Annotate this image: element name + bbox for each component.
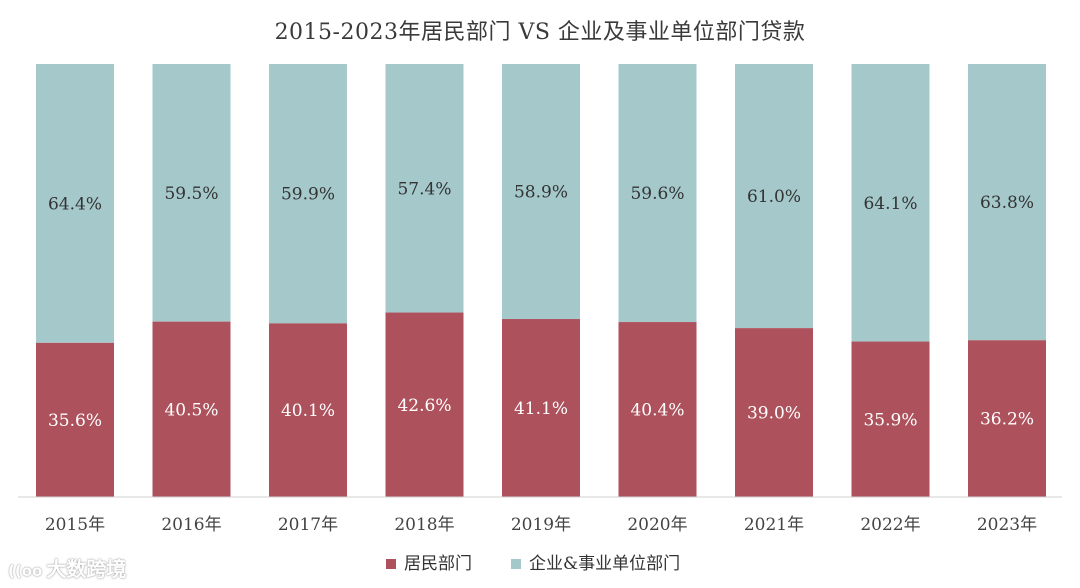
bar-upper-2019年 — [502, 64, 580, 320]
bar-upper-2018年 — [385, 64, 464, 313]
bar-lower-2017年 — [269, 323, 347, 497]
bar-lower-2023年 — [968, 340, 1046, 497]
legend-label-0: 居民部门 — [404, 554, 472, 574]
x-tick-label: 2020年 — [627, 515, 687, 535]
x-tick-label: 2021年 — [744, 515, 804, 535]
bar-upper-2016年 — [152, 64, 231, 322]
legend-label-1: 企业&事业单位部门 — [529, 554, 680, 574]
bar-lower-2018年 — [385, 312, 464, 497]
data-label-lower: 35.9% — [863, 410, 917, 430]
data-labels-layer: 64.4% 35.6% 59.5% 40.5% 59.9% 40.1% 57.4% 42.6%… — [48, 179, 1034, 431]
x-tick-label: 2018年 — [394, 515, 454, 535]
data-label-lower: 42.6% — [397, 396, 451, 416]
watermark-text: 大数跨境 — [46, 557, 127, 581]
bar-lower-2016年 — [152, 321, 231, 497]
x-tick-label: 2023年 — [977, 515, 1037, 535]
bar-upper-2017年 — [269, 64, 347, 324]
data-label-upper: 63.8% — [980, 193, 1034, 213]
data-label-upper: 59.9% — [281, 185, 335, 205]
data-label-lower: 35.6% — [48, 411, 102, 431]
legend-swatch-1 — [511, 559, 521, 569]
bar-upper-2020年 — [618, 64, 697, 323]
x-tick-label: 2016年 — [161, 515, 221, 535]
x-tick-label: 2019年 — [511, 515, 571, 535]
chart-title: 2015-2023年居民部门 VS 企业及事业单位部门贷款 — [274, 20, 806, 45]
data-label-upper: 57.4% — [397, 179, 451, 199]
legend: 居民部门 企业&事业单位部门 — [386, 554, 680, 574]
watermark: ((oo 大数跨境 — [8, 553, 126, 582]
bar-lower-2022年 — [851, 341, 930, 497]
bar-upper-2023年 — [968, 64, 1046, 341]
bar-upper-2021年 — [735, 64, 813, 329]
watermark-logo-icon: ((oo — [8, 562, 43, 580]
x-tick-label: 2017年 — [278, 515, 338, 535]
bar-upper-2015年 — [36, 64, 114, 343]
data-label-upper: 64.4% — [48, 194, 102, 214]
data-label-lower: 40.1% — [281, 401, 335, 421]
x-tick-labels: 2015年 2016年 2017年 2018年 2019年 2020年 2021年 2022年… — [45, 515, 1037, 535]
bar-lower-2020年 — [618, 322, 697, 497]
bar-lower-2019年 — [502, 319, 580, 497]
x-tick-label: 2022年 — [860, 515, 920, 535]
bar-upper-2022年 — [851, 64, 930, 342]
data-label-upper: 64.1% — [863, 194, 917, 214]
data-label-upper: 58.9% — [514, 183, 568, 203]
data-label-upper: 59.5% — [164, 184, 218, 204]
bars-layer — [36, 64, 1046, 497]
legend-swatch-0 — [386, 559, 396, 569]
data-label-lower: 40.4% — [630, 401, 684, 421]
data-label-upper: 59.6% — [630, 184, 684, 204]
bar-lower-2021年 — [735, 328, 813, 497]
data-label-upper: 61.0% — [747, 187, 801, 207]
data-label-lower: 40.5% — [164, 400, 218, 420]
bar-lower-2015年 — [36, 342, 114, 497]
x-tick-label: 2015年 — [45, 515, 105, 535]
data-label-lower: 39.0% — [747, 404, 801, 424]
data-label-lower: 41.1% — [514, 399, 568, 419]
data-label-lower: 36.2% — [980, 410, 1034, 430]
